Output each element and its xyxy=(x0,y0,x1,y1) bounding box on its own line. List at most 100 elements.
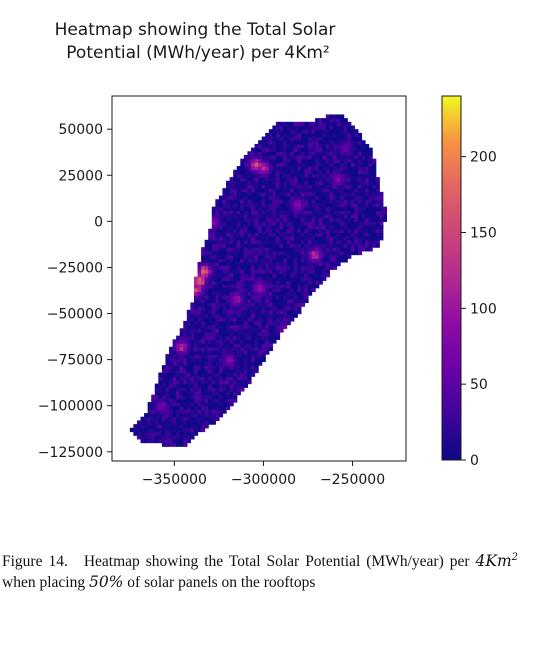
heatmap-cell xyxy=(172,398,177,403)
heatmap-cell xyxy=(308,236,313,241)
heatmap-cell xyxy=(258,202,263,208)
heatmap-cell xyxy=(268,177,273,182)
heatmap-cell xyxy=(229,191,234,197)
heatmap-cell xyxy=(240,272,245,278)
heatmap-cell xyxy=(300,254,306,259)
heatmap-cell xyxy=(197,313,202,318)
heatmap-cell xyxy=(275,287,281,293)
heatmap-cell xyxy=(268,228,273,234)
heatmap-cell xyxy=(332,210,338,215)
heatmap-cell xyxy=(233,291,238,296)
heatmap-cell xyxy=(354,202,359,208)
heatmap-cell xyxy=(240,361,245,366)
heatmap-cell xyxy=(300,140,306,145)
heatmap-cell xyxy=(254,368,259,374)
heatmap-cell xyxy=(158,398,163,403)
heatmap-cell xyxy=(247,276,252,281)
heatmap-cell xyxy=(275,180,281,186)
heatmap-cell xyxy=(154,383,159,388)
heatmap-cell xyxy=(322,269,327,274)
heatmap-cell xyxy=(318,166,323,171)
heatmap-cell xyxy=(304,158,309,163)
heatmap-cell xyxy=(332,121,338,127)
heatmap-cell xyxy=(283,298,288,304)
heatmap-cell xyxy=(222,379,227,385)
heatmap-cell xyxy=(275,188,281,193)
heatmap-cell xyxy=(279,317,284,322)
heatmap-cell xyxy=(254,284,259,289)
heatmap-cell xyxy=(265,276,270,281)
heatmap-cell xyxy=(322,169,327,175)
heatmap-cell xyxy=(275,225,281,230)
heatmap-cell xyxy=(258,324,263,329)
heatmap-cell xyxy=(236,261,241,267)
heatmap-cell xyxy=(315,276,320,281)
heatmap-cell xyxy=(361,247,366,252)
heatmap-cell xyxy=(183,379,188,385)
heatmap-cell xyxy=(340,213,345,219)
heatmap-cell xyxy=(165,413,170,418)
heatmap-cell xyxy=(272,313,277,318)
heatmap-cell xyxy=(265,261,270,267)
heatmap-cell xyxy=(201,306,206,311)
heatmap-cell xyxy=(368,166,373,171)
heatmap-cell xyxy=(311,154,316,160)
heatmap-cell xyxy=(375,206,380,211)
heatmap-cell xyxy=(318,195,323,200)
heatmap-cell xyxy=(229,394,234,399)
heatmap-cell xyxy=(201,250,206,256)
heatmap-cell xyxy=(268,258,273,263)
heatmap-cell xyxy=(176,427,181,433)
heatmap-cell xyxy=(354,221,359,226)
heatmap-cell xyxy=(375,195,380,200)
heatmap-cell xyxy=(236,284,241,289)
heatmap-cell xyxy=(361,184,366,189)
heatmap-cell xyxy=(283,272,288,278)
heatmap-cell xyxy=(343,173,348,178)
heatmap-cell xyxy=(218,343,224,348)
heatmap-cell xyxy=(226,402,231,407)
heatmap-cell xyxy=(265,154,270,160)
heatmap-cell xyxy=(261,298,266,304)
heatmap-cell xyxy=(254,162,259,167)
heatmap-cell xyxy=(300,125,306,130)
heatmap-cell xyxy=(197,265,202,270)
heatmap-cell xyxy=(190,379,195,385)
heatmap-cell xyxy=(211,280,216,285)
heatmap-cell xyxy=(208,383,213,388)
heatmap-cell xyxy=(158,405,163,410)
heatmap-cell xyxy=(318,239,323,245)
heatmap-cell xyxy=(283,306,288,311)
heatmap-cell xyxy=(215,376,220,381)
heatmap-cell xyxy=(340,195,345,200)
heatmap-cell xyxy=(136,424,142,429)
heatmap-cell xyxy=(243,261,249,267)
heatmap-cell xyxy=(218,346,224,351)
heatmap-cell xyxy=(354,177,359,182)
heatmap-cell xyxy=(229,239,234,245)
heatmap-cell xyxy=(172,405,177,410)
heatmap-cell xyxy=(343,125,348,130)
heatmap-cell xyxy=(350,195,355,200)
heatmap-cell xyxy=(211,405,216,410)
heatmap-cell xyxy=(215,210,220,215)
heatmap-cell xyxy=(229,302,234,307)
heatmap-cell xyxy=(165,357,170,363)
heatmap-cell xyxy=(283,191,288,197)
heatmap-cell xyxy=(350,221,355,226)
heatmap-cell xyxy=(318,147,323,152)
heatmap-cell xyxy=(283,280,288,285)
heatmap-cell xyxy=(261,228,266,234)
heatmap-cell xyxy=(297,291,302,296)
heatmap-cell xyxy=(354,151,359,156)
heatmap-cell xyxy=(311,287,316,293)
heatmap-cell xyxy=(308,247,313,252)
heatmap-cell xyxy=(169,420,174,425)
heatmap-cell xyxy=(208,420,213,425)
heatmap-cell xyxy=(304,261,309,267)
heatmap-cell xyxy=(332,158,338,163)
heatmap-cell xyxy=(347,132,352,138)
heatmap-cell xyxy=(236,298,241,304)
heatmap-cell xyxy=(261,177,266,182)
